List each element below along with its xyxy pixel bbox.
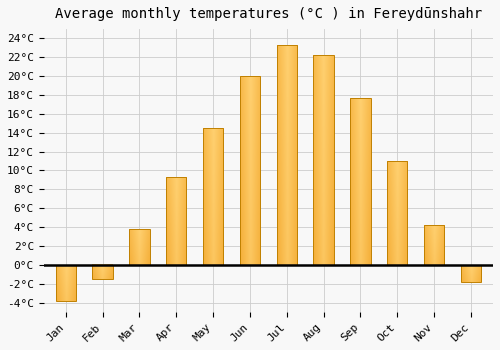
Bar (92, 265, 112, 279)
Bar (130, 229, 150, 265)
Bar (350, 98, 370, 265)
Bar (203, 128, 223, 265)
Bar (56, 265, 76, 301)
Bar (387, 161, 407, 265)
Bar (461, 265, 481, 282)
Title: Average monthly temperatures (°C ) in Fereydūnshahr: Average monthly temperatures (°C ) in Fe… (55, 7, 482, 21)
Bar (240, 76, 260, 265)
Bar (424, 225, 444, 265)
Bar (166, 177, 186, 265)
Bar (276, 45, 297, 265)
Bar (314, 55, 334, 265)
